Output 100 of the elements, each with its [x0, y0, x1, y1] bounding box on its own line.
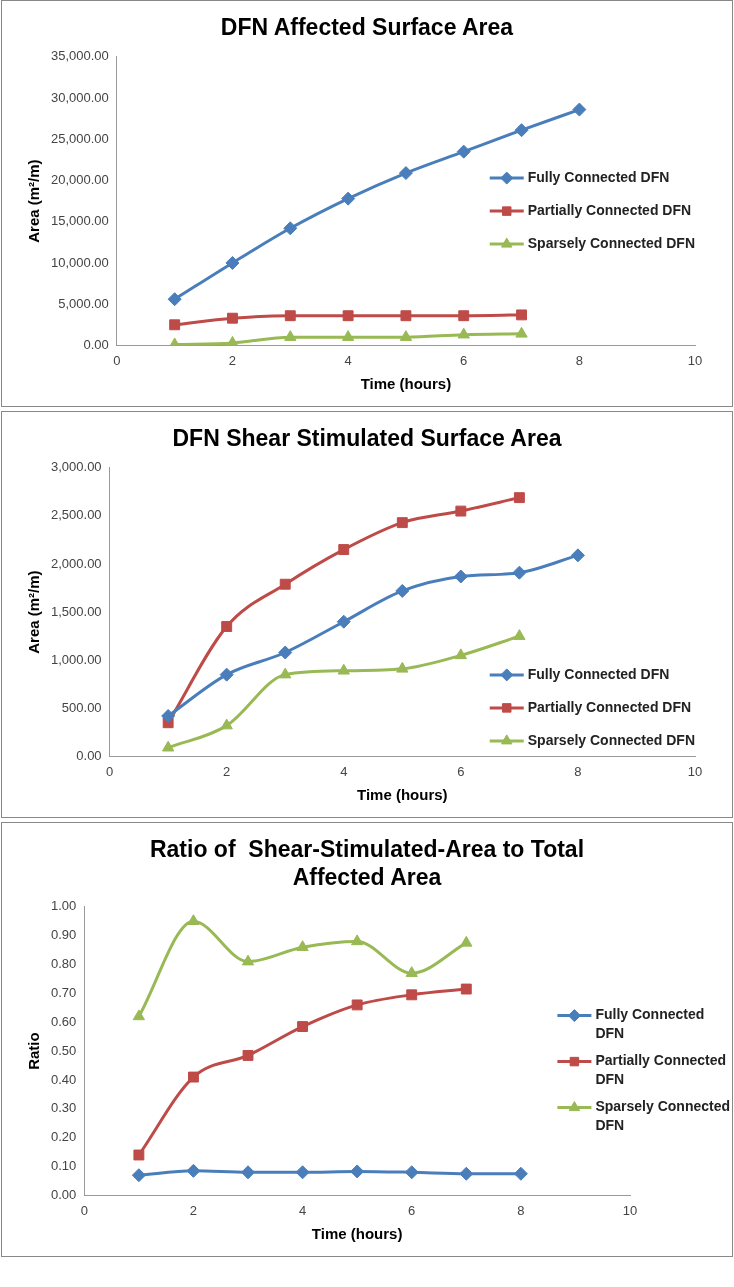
- point: [279, 578, 291, 590]
- point: [458, 310, 470, 321]
- point: [297, 1021, 309, 1033]
- point: [572, 102, 587, 117]
- point: [396, 516, 408, 528]
- point: [241, 954, 255, 966]
- point: [341, 191, 356, 206]
- y-axis-title: Area (m²/m): [25, 569, 43, 654]
- point: [460, 935, 473, 947]
- y-tick-label: 0.00: [50, 1186, 77, 1202]
- y-tick-label: 0.30: [50, 1100, 77, 1116]
- chart-title: Ratio of Shear-Stimulated-Area to Total Affected Area: [148, 834, 586, 892]
- y-tick-label: 3,000.00: [50, 458, 102, 474]
- x-tick-label: 0: [113, 352, 121, 368]
- point: [169, 319, 181, 330]
- point: [219, 667, 234, 682]
- x-tick-label: 4: [298, 1202, 307, 1218]
- point: [512, 565, 527, 580]
- point: [516, 309, 527, 321]
- y-tick-label: 0.50: [50, 1042, 77, 1058]
- chart-title: DFN Affected Surface Area: [219, 13, 515, 42]
- point: [398, 165, 413, 180]
- point: [404, 1165, 419, 1180]
- x-tick-label: 4: [344, 352, 352, 368]
- legend-label: Partially Connected DFN: [527, 201, 692, 218]
- point: [515, 326, 528, 338]
- x-tick-label: 8: [574, 763, 582, 779]
- point: [457, 327, 470, 339]
- point: [337, 663, 350, 675]
- point: [187, 1071, 199, 1083]
- point: [241, 1165, 256, 1180]
- point: [279, 667, 292, 678]
- x-tick-label: 4: [340, 763, 348, 779]
- point: [459, 1166, 474, 1181]
- y-tick-label: 0.00: [83, 336, 109, 352]
- point: [405, 966, 418, 977]
- point: [513, 491, 525, 503]
- point: [162, 740, 175, 751]
- point: [399, 329, 413, 341]
- point: [186, 1163, 201, 1178]
- point: [514, 122, 529, 137]
- point: [284, 310, 296, 321]
- y-axis-title: Area (m²/m): [25, 159, 43, 243]
- y-tick-label: 1,000.00: [50, 651, 102, 667]
- legend-label: Sparsely Connected DFN: [527, 234, 695, 251]
- point: [400, 310, 412, 321]
- point: [406, 989, 418, 1001]
- y-tick-label: 5,000.00: [58, 295, 109, 311]
- legend-label: Sparsely Connected DFN: [527, 731, 695, 748]
- point: [396, 661, 409, 673]
- chart-title: DFN Shear Stimulated Surface Area: [171, 423, 563, 453]
- x-tick-label: 10: [687, 352, 703, 368]
- y-tick-label: 0.20: [50, 1129, 77, 1145]
- x-axis-title: Time (hours): [360, 374, 452, 392]
- point: [161, 708, 176, 723]
- point: [460, 983, 472, 995]
- x-tick-label: 10: [687, 763, 703, 779]
- point: [221, 620, 233, 632]
- point: [167, 291, 182, 306]
- y-tick-label: 1.00: [50, 898, 77, 914]
- point: [351, 934, 364, 946]
- x-tick-label: 2: [228, 352, 237, 368]
- x-tick-label: 6: [457, 763, 465, 779]
- point: [350, 1164, 365, 1179]
- y-tick-label: 1,500.00: [50, 603, 102, 619]
- y-tick-label: 2,000.00: [50, 555, 102, 571]
- point: [453, 569, 468, 584]
- point: [220, 718, 233, 729]
- y-tick-label: 2,500.00: [50, 506, 102, 522]
- point: [242, 1049, 254, 1061]
- point: [225, 255, 240, 270]
- point: [187, 914, 200, 925]
- x-axis-title: Time (hours): [311, 1225, 403, 1243]
- y-tick-label: 0.60: [50, 1013, 77, 1029]
- legend-label: Fully Connected DFN: [527, 168, 670, 185]
- point: [336, 614, 351, 629]
- point: [455, 505, 467, 517]
- point: [132, 1009, 145, 1021]
- x-tick-label: 0: [105, 763, 114, 779]
- point: [133, 1149, 145, 1161]
- point: [513, 628, 526, 640]
- y-tick-label: 20,000.00: [50, 171, 109, 187]
- y-tick-label: 0.90: [50, 927, 77, 943]
- y-tick-label: 0.10: [50, 1158, 77, 1174]
- y-tick-label: 0.00: [76, 747, 102, 763]
- point: [351, 999, 363, 1011]
- point: [284, 329, 297, 341]
- point: [395, 583, 410, 598]
- y-tick-label: 0.80: [50, 956, 77, 972]
- legend-label: Partially Connected DFN: [595, 1052, 727, 1088]
- point: [454, 647, 467, 659]
- point: [283, 221, 298, 236]
- x-tick-label: 10: [622, 1202, 638, 1218]
- legend-label: Partially Connected DFN: [527, 698, 692, 715]
- x-axis-title: Time (hours): [357, 785, 448, 803]
- legend-label: Fully Connected DFN: [527, 665, 670, 682]
- point: [456, 144, 471, 159]
- x-tick-label: 2: [223, 763, 231, 779]
- y-tick-label: 10,000.00: [50, 254, 109, 270]
- point: [295, 1165, 310, 1180]
